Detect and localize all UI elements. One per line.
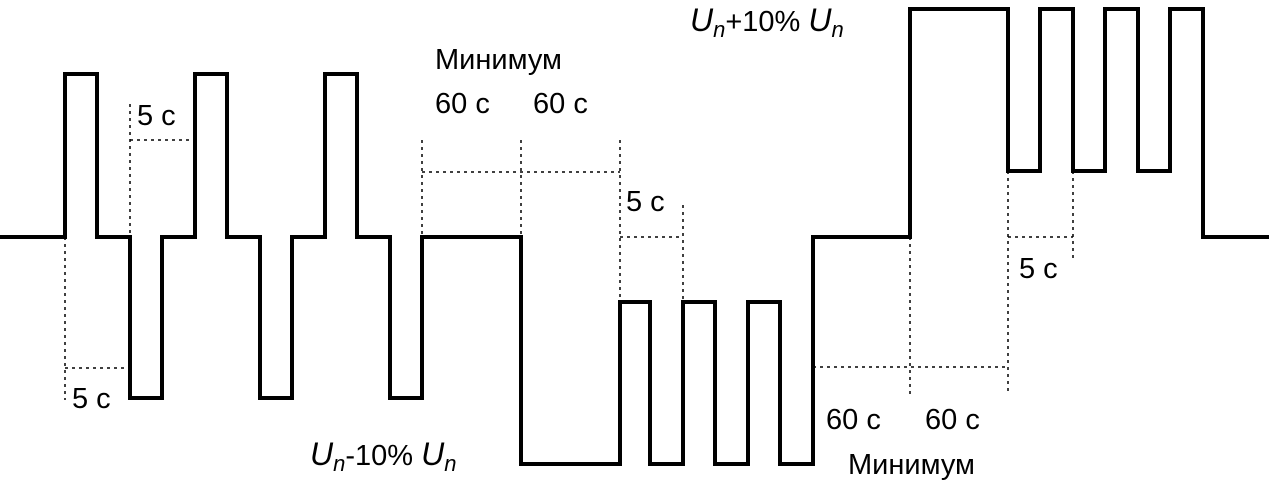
timing-guide-5s-top-left — [129, 104, 195, 237]
label-5s-bottom-left: 5 с — [72, 383, 111, 415]
timing-guide-5s-right — [1008, 171, 1074, 262]
label-60s-top-2: 60 с — [533, 88, 588, 120]
label-5s-right: 5 с — [1019, 253, 1058, 285]
label-upper-voltage-level: Un+10% Un — [690, 2, 844, 42]
label-5s-top-left: 5 с — [137, 100, 176, 132]
timing-guide-5s-middle — [620, 205, 684, 302]
label-5s-middle: 5 с — [626, 186, 665, 218]
timing-guide-5s-bottom-left — [64, 237, 130, 400]
timing-guide-60s-bottom — [813, 171, 1009, 395]
label-lower-voltage-level: Un-10% Un — [310, 436, 456, 476]
timing-guide-60s-top — [421, 140, 621, 302]
label-60s-bottom-1: 60 с — [826, 404, 881, 436]
label-minimum-bottom: Минимум — [848, 449, 975, 481]
label-60s-bottom-2: 60 с — [925, 404, 980, 436]
label-60s-top-1: 60 с — [435, 88, 490, 120]
label-minimum-top: Минимум — [435, 44, 562, 76]
voltage-waveform — [0, 7, 1269, 466]
